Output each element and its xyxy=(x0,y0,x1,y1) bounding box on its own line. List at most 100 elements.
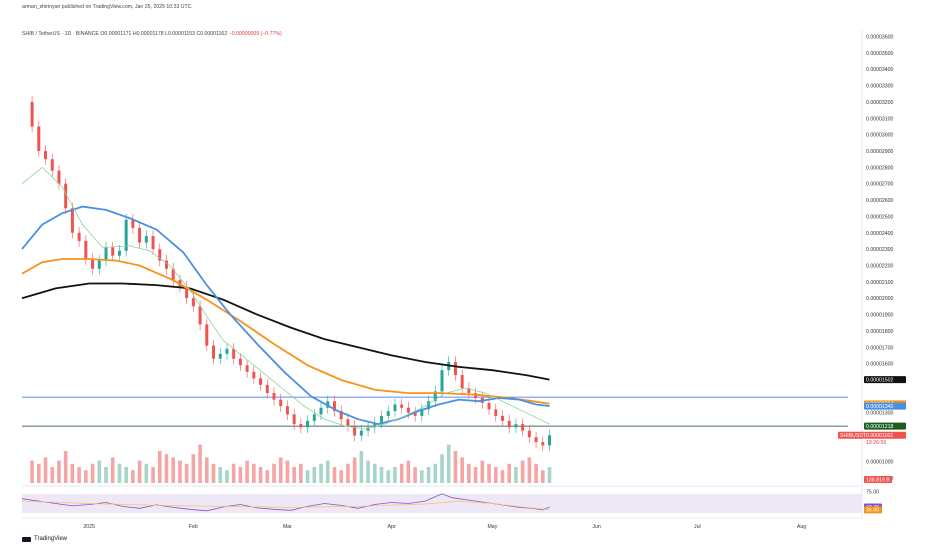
moving-average-line xyxy=(21,166,550,430)
candle-body xyxy=(420,409,424,416)
y-tick-label: 0.00002100 xyxy=(866,280,894,286)
y-tick-label: 0.00003100 xyxy=(866,116,894,122)
candle-body xyxy=(527,430,531,438)
candle-body xyxy=(467,388,471,394)
volume-bar xyxy=(178,460,182,483)
candle-body xyxy=(413,412,417,416)
volume-bar xyxy=(440,454,444,483)
volume-bar xyxy=(252,463,256,483)
volume-bar xyxy=(117,463,122,483)
volume-bar xyxy=(500,470,505,483)
volume-bar xyxy=(507,463,511,483)
candle-body xyxy=(386,411,390,416)
volume-bar xyxy=(520,460,525,483)
rsi-badge-label: 36.90 xyxy=(866,508,879,514)
candle-body xyxy=(198,306,202,325)
rsi-tick-label: 75.00 xyxy=(866,489,879,495)
y-tick-label: 0.00003500 xyxy=(866,51,894,57)
candle-body xyxy=(164,260,168,269)
price-badge-label: 0.00001340 xyxy=(866,404,894,410)
rsi-line xyxy=(21,493,550,512)
volume-bar xyxy=(453,451,458,483)
candle-body xyxy=(117,250,121,256)
x-tick-label: Feb xyxy=(189,524,198,530)
candle-body xyxy=(279,399,283,407)
rsi-badge xyxy=(864,506,882,514)
candle-body xyxy=(359,430,363,436)
volume-bar xyxy=(433,463,438,483)
volume-bar xyxy=(359,451,364,483)
candle-body xyxy=(339,411,343,420)
y-tick-label: 0.00002800 xyxy=(866,165,894,171)
y-tick-label: 0.00002700 xyxy=(866,182,894,188)
candle-body xyxy=(30,101,34,127)
y-tick-label: 0.00003600 xyxy=(866,35,894,41)
volume-bar xyxy=(514,467,518,483)
candle-body xyxy=(124,219,128,251)
y-tick-label: 0.00002300 xyxy=(866,247,894,253)
ohlc-close: C0.00001162 xyxy=(196,31,228,37)
candle-body xyxy=(285,406,289,415)
volume-bar xyxy=(90,463,95,483)
volume-bar xyxy=(30,460,34,483)
candle-body xyxy=(218,353,222,359)
candle-body xyxy=(191,298,195,307)
countdown-label: 13:26:59 xyxy=(866,440,886,446)
volume-bar xyxy=(339,470,343,483)
y-tick-label: 0.00002400 xyxy=(866,231,894,237)
publisher-line: arman_shirinyan published on TradingView… xyxy=(22,4,192,10)
candle-body xyxy=(158,249,162,261)
candle-body xyxy=(507,420,511,428)
volume-bar xyxy=(191,454,196,483)
candle-body xyxy=(84,240,88,259)
candle-body xyxy=(433,391,437,402)
y-tick-label: 0.00003000 xyxy=(866,133,894,139)
y-tick-label: 0.00002900 xyxy=(866,149,894,155)
price-badge-label: 0.00001162 xyxy=(866,433,893,439)
volume-bar xyxy=(406,460,411,483)
volume-bar xyxy=(238,467,243,483)
ohlc-open: O0.00001171 xyxy=(100,31,132,37)
candle-body xyxy=(97,260,101,269)
candle-body xyxy=(548,435,552,446)
volume-bar xyxy=(379,467,384,483)
candle-body xyxy=(534,437,538,443)
volume-bar xyxy=(460,457,464,483)
volume-bar xyxy=(285,460,290,483)
y-tick-label: 0.00003300 xyxy=(866,84,894,90)
volume-bar xyxy=(305,470,310,483)
volume-bar xyxy=(399,463,404,483)
candle-body xyxy=(144,236,148,243)
candle-body xyxy=(427,401,431,410)
volume-bar xyxy=(171,457,175,483)
brand-label: TradingView xyxy=(34,536,68,542)
candle-body xyxy=(366,427,370,431)
volume-bar xyxy=(57,460,61,483)
volume-bar xyxy=(332,467,337,483)
price-badge xyxy=(864,422,906,430)
candle-body xyxy=(131,219,135,228)
candle-body xyxy=(151,236,155,250)
volume-bar xyxy=(110,457,115,483)
volume-bar xyxy=(131,470,135,483)
volume-bar xyxy=(77,467,81,483)
candle-body xyxy=(353,425,357,436)
volume-bar xyxy=(393,467,397,483)
volume-bar xyxy=(231,463,236,483)
volume-bar xyxy=(198,444,202,483)
candle-body xyxy=(312,414,316,421)
candle-body xyxy=(514,424,518,428)
candle-body xyxy=(171,268,175,281)
candle-body xyxy=(91,258,95,269)
volume-bar xyxy=(366,460,370,483)
volume-bar xyxy=(292,467,296,483)
candle-body xyxy=(252,371,256,379)
x-tick-label: Mar xyxy=(283,524,292,530)
ohlc-legend: SHIB / TetherUS · 1D · BINANCE O0.000011… xyxy=(22,31,282,37)
y-tick-label: 0.00002000 xyxy=(866,296,894,302)
price-badge-label: 0.00001502 xyxy=(866,377,894,383)
candle-body xyxy=(453,361,457,376)
y-tick-label: 0.00001300 xyxy=(866,411,894,417)
volume-bar xyxy=(373,463,377,483)
